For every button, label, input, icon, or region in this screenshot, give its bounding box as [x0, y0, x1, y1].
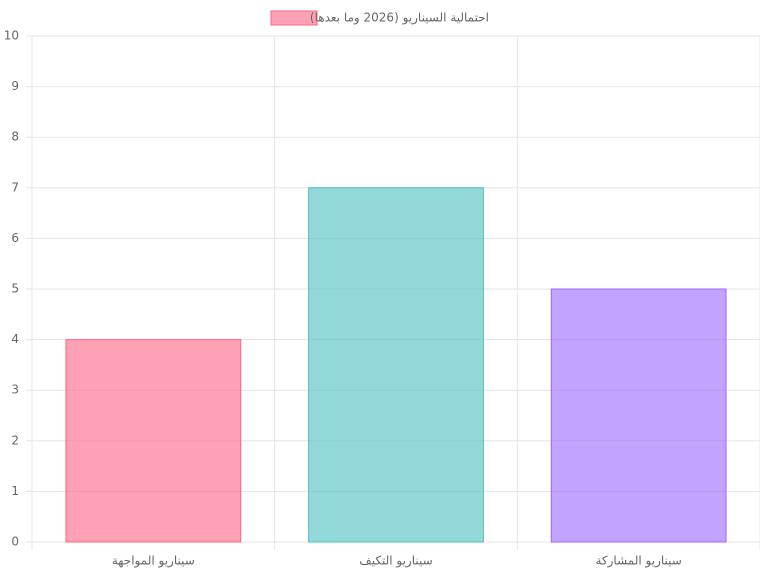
bar: [308, 187, 484, 543]
bar: [65, 339, 242, 543]
y-tick-label: 0: [11, 535, 19, 549]
x-tick-label: سيناريو التكيف: [359, 554, 432, 569]
y-tick-label: 3: [11, 383, 19, 397]
y-tick-label: 7: [11, 180, 19, 194]
y-tick-label: 4: [11, 332, 19, 346]
y-tick-label: 10: [4, 29, 19, 43]
y-tick-label: 1: [11, 484, 19, 498]
x-tick-label: سيناريو المواجهة: [112, 554, 195, 569]
legend-swatch: [270, 10, 318, 26]
y-tick-label: 2: [11, 433, 19, 447]
y-tick-label: 9: [11, 79, 19, 93]
legend-label: احتمالية السيناريو (2026 وما بعدها): [310, 11, 489, 26]
y-tick-label: 6: [11, 231, 19, 245]
y-tick-label: 5: [11, 282, 19, 296]
bar: [550, 288, 727, 543]
y-tick-label: 8: [11, 130, 19, 144]
x-tick-label: سيناريو المشاركة: [595, 554, 681, 569]
